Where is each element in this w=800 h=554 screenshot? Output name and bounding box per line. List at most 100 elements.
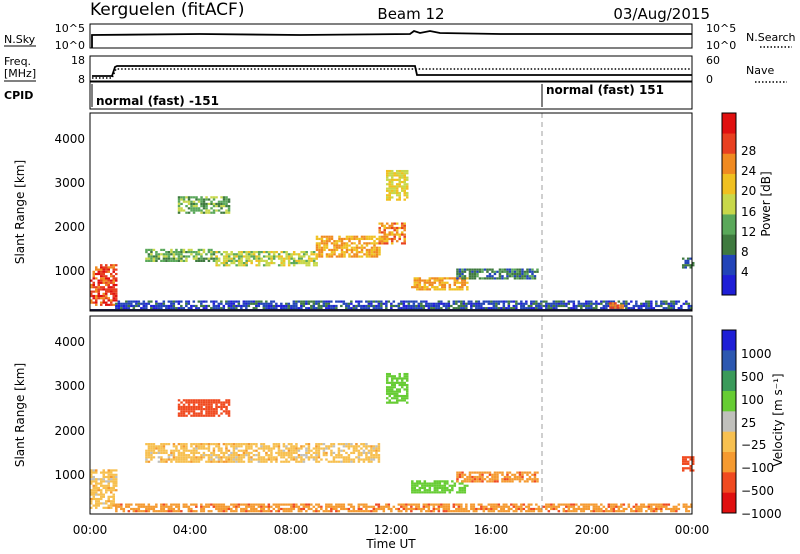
power-data-cell: [506, 277, 509, 280]
power-y-tick-2000: 2000: [54, 220, 85, 234]
power-data-cell: [397, 307, 401, 310]
power-data-cell: [647, 307, 651, 310]
power-data-cell: [255, 304, 258, 308]
velocity-data-cell: [547, 503, 551, 506]
power-data-cell: [403, 242, 406, 245]
power-data-cell: [290, 257, 293, 260]
velocity-data-cell: [260, 443, 263, 446]
power-data-cell: [272, 257, 276, 260]
power-data-cell: [378, 235, 381, 238]
power-data-cell: [325, 235, 329, 238]
velocity-data-cell: [112, 486, 115, 490]
power-data-cell: [621, 306, 625, 309]
velocity-data-cell: [192, 403, 196, 406]
velocity-data-cell: [521, 473, 524, 476]
velocity-data-cell: [227, 456, 231, 459]
velocity-data-cell: [220, 510, 223, 513]
velocity-data-cell: [275, 456, 278, 459]
power-data-cell: [160, 307, 163, 310]
power-data-cell: [398, 169, 401, 173]
power-data-cell: [552, 302, 556, 305]
velocity-data-cell: [227, 403, 231, 406]
power-data-cell: [400, 189, 404, 192]
velocity-data-cell: [177, 399, 181, 402]
velocity-data-cell: [470, 507, 473, 511]
velocity-data-cell: [272, 447, 276, 450]
power-data-cell: [689, 266, 692, 269]
velocity-data-cell: [585, 503, 588, 506]
velocity-data-cell: [320, 458, 323, 461]
power-data-cell: [398, 183, 401, 186]
velocity-data-cell: [260, 447, 263, 450]
velocity-data-cell: [672, 507, 676, 511]
power-data-cell: [247, 300, 251, 303]
velocity-data-cell: [612, 505, 616, 508]
velocity-data-cell: [205, 408, 208, 411]
velocity-data-cell: [242, 507, 246, 511]
velocity-data-cell: [555, 505, 558, 508]
velocity-data-cell: [160, 503, 163, 506]
power-data-cell: [398, 178, 401, 181]
power-data-cell: [545, 300, 548, 303]
power-data-cell: [127, 300, 131, 303]
power-data-cell: [407, 302, 411, 305]
power-data-cell: [421, 279, 424, 282]
power-data-cell: [495, 300, 498, 303]
power-data-cell: [370, 300, 373, 303]
velocity-data-cell: [177, 510, 181, 513]
velocity-data-cell: [297, 510, 301, 513]
velocity-data-cell: [536, 480, 539, 483]
velocity-data-cell: [265, 445, 268, 448]
velocity-data-cell: [115, 473, 118, 476]
power-data-cell: [393, 229, 396, 232]
velocity-data-cell: [605, 507, 608, 511]
power-data-cell: [687, 304, 691, 308]
power-data-cell: [355, 255, 359, 258]
power-data-cell: [357, 304, 361, 308]
freq-panel: Freq. [MHz] 18 8 60 0 Nave: [4, 54, 787, 86]
power-data-cell: [257, 255, 261, 258]
power-data-cell: [523, 277, 527, 280]
power-data-cell: [262, 264, 266, 267]
velocity-data-cell: [265, 451, 268, 455]
velocity-data-cell: [327, 445, 331, 448]
power-data-cell: [147, 255, 151, 258]
velocity-data-cell: [192, 408, 196, 411]
velocity-data-cell: [365, 447, 368, 450]
power-data-cell: [97, 294, 100, 298]
velocity-data-cell: [260, 503, 263, 506]
velocity-data-cell: [202, 454, 206, 457]
power-data-cell: [385, 187, 389, 190]
velocity-data-cell: [292, 445, 296, 448]
power-data-cell: [523, 275, 527, 278]
velocity-colorbar: 1000 500 100 25 −25 −100 −500 −1000 Velo…: [721, 329, 785, 521]
power-data-cell: [458, 281, 462, 284]
power-data-cell: [453, 283, 457, 287]
power-data-cell: [605, 307, 608, 310]
velocity-data-cell: [655, 503, 658, 506]
velocity-data-cell: [290, 447, 293, 450]
power-data-cell: [342, 302, 346, 305]
velocity-data-cell: [272, 445, 276, 448]
power-data-cell: [365, 244, 369, 247]
power-data-cell: [547, 302, 551, 305]
power-data-cell: [347, 304, 351, 308]
power-data-cell: [327, 304, 331, 308]
power-data-cell: [267, 257, 271, 260]
power-data-cell: [405, 172, 409, 175]
power-data-cell: [170, 257, 173, 260]
power-data-cell: [428, 283, 432, 287]
velocity-data-cell: [200, 445, 203, 448]
power-data-cell: [531, 270, 534, 273]
velocity-data-cell: [337, 443, 341, 446]
power-data-cell: [95, 301, 98, 304]
power-data-cell: [197, 307, 201, 310]
velocity-data-cell: [190, 510, 193, 513]
station-title: Kerguelen (fitACF): [90, 0, 244, 20]
velocity-data-cell: [147, 443, 151, 446]
power-data-cell: [177, 302, 181, 305]
power-data-cell: [462, 307, 466, 310]
power-data-cell: [542, 300, 546, 303]
power-data-cell: [393, 226, 396, 230]
